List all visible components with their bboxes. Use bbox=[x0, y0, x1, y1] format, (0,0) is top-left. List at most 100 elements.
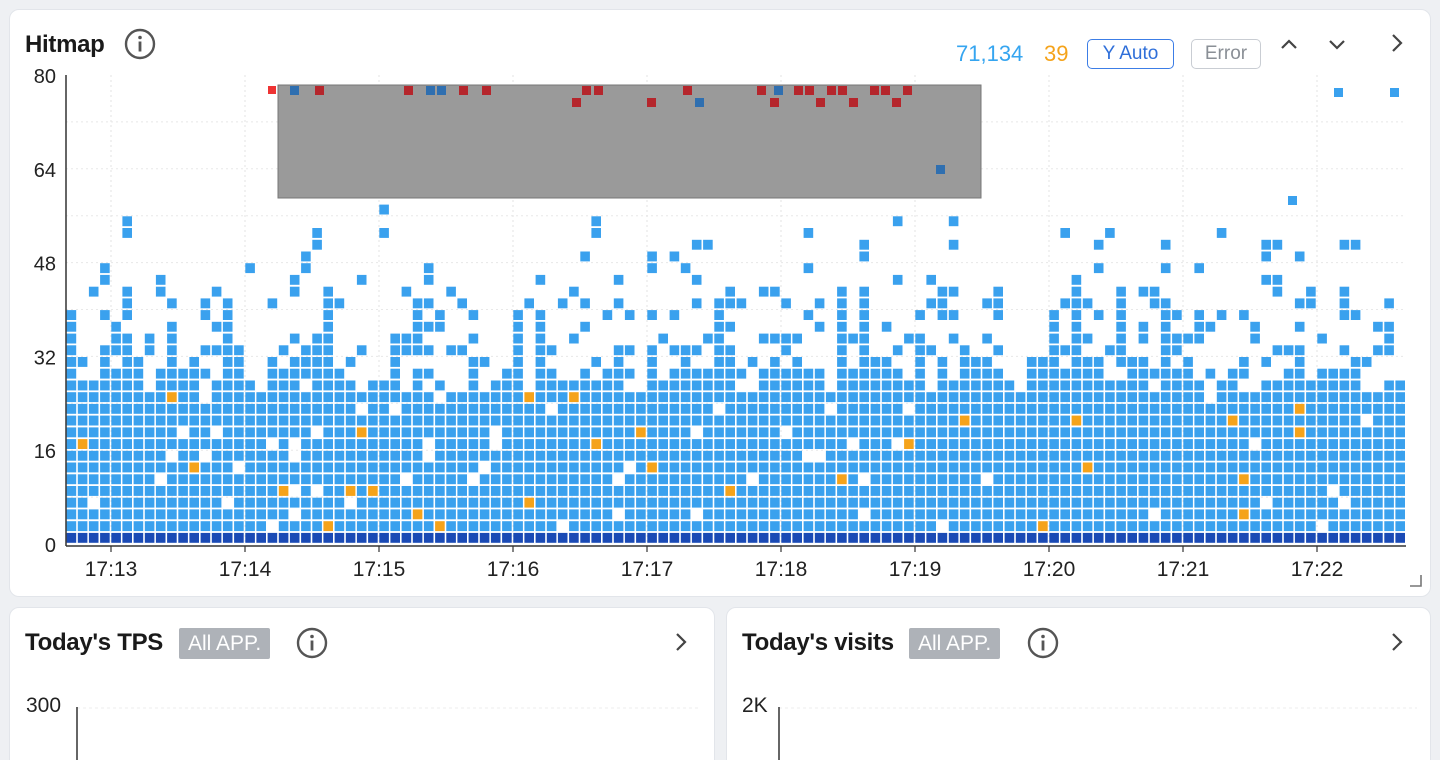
hit-cell bbox=[278, 392, 289, 403]
hit-cell bbox=[88, 532, 99, 543]
hit-cell bbox=[1194, 403, 1204, 414]
chevron-right-icon[interactable] bbox=[1386, 32, 1408, 54]
hit-cell bbox=[167, 474, 177, 485]
hit-cell bbox=[613, 462, 624, 473]
hit-cell bbox=[345, 486, 356, 496]
hit-cell bbox=[1015, 474, 1026, 485]
hit-cell bbox=[178, 486, 188, 496]
hit-cell bbox=[904, 474, 914, 485]
resize-handle-icon[interactable] bbox=[1408, 573, 1424, 589]
hit-cell bbox=[837, 380, 847, 391]
hit-cell bbox=[222, 462, 233, 473]
chevron-down-icon[interactable] bbox=[1326, 33, 1348, 55]
hit-cell bbox=[88, 486, 99, 496]
hit-cell bbox=[256, 403, 266, 414]
hit-cell bbox=[1317, 532, 1327, 543]
hit-cell bbox=[1350, 357, 1361, 367]
hit-cell bbox=[892, 274, 903, 285]
hit-cell bbox=[1350, 462, 1361, 473]
hit-cell bbox=[736, 415, 747, 426]
hit-cell bbox=[1283, 392, 1294, 403]
info-icon[interactable] bbox=[124, 28, 156, 60]
hit-cell bbox=[892, 462, 903, 473]
hit-cell bbox=[490, 474, 501, 485]
hit-cell bbox=[1038, 427, 1048, 438]
hit-cell bbox=[401, 415, 412, 426]
hit-cell bbox=[1350, 368, 1361, 379]
visits-app-badge[interactable]: All APP. bbox=[909, 628, 1001, 659]
hit-cell bbox=[66, 368, 77, 379]
hit-cell bbox=[848, 532, 858, 543]
hit-cell bbox=[122, 509, 132, 520]
hit-cell bbox=[1060, 439, 1070, 449]
hit-cell bbox=[1384, 345, 1394, 356]
hit-cell bbox=[926, 427, 936, 438]
hit-cell bbox=[468, 392, 479, 403]
hit-cell bbox=[490, 403, 501, 414]
hit-cell bbox=[1339, 450, 1350, 461]
hit-cell bbox=[1127, 474, 1137, 485]
hit-cell bbox=[222, 345, 233, 356]
hit-cell bbox=[680, 439, 691, 449]
hit-cell bbox=[546, 462, 557, 473]
hit-cell bbox=[479, 450, 490, 461]
hit-cell bbox=[245, 450, 255, 461]
hit-cell bbox=[1272, 427, 1283, 438]
hit-cell bbox=[211, 521, 222, 532]
chevron-right-icon[interactable] bbox=[1386, 631, 1408, 653]
hit-cell bbox=[345, 474, 356, 485]
hit-cell bbox=[234, 474, 244, 485]
x-tick-label: 17:14 bbox=[219, 558, 272, 581]
hit-cell bbox=[1060, 392, 1070, 403]
chevron-up-icon[interactable] bbox=[1278, 33, 1300, 55]
hit-cell bbox=[133, 380, 144, 391]
hit-cell bbox=[725, 368, 735, 379]
hit-cell bbox=[323, 532, 333, 543]
hit-cell bbox=[814, 415, 825, 426]
hit-cell bbox=[714, 427, 724, 438]
hit-cell bbox=[356, 439, 367, 449]
hit-cell bbox=[725, 321, 735, 332]
hit-cell bbox=[368, 415, 378, 426]
hit-cell bbox=[256, 462, 266, 473]
hit-cell bbox=[591, 462, 601, 473]
hit-cell bbox=[100, 392, 110, 403]
hit-cell bbox=[267, 392, 278, 403]
hit-cell bbox=[435, 497, 445, 508]
hit-cell bbox=[948, 509, 959, 520]
hit-cell bbox=[602, 509, 613, 520]
hit-cell bbox=[1283, 509, 1294, 520]
hit-cell bbox=[1127, 450, 1137, 461]
y-auto-button[interactable]: Y Auto bbox=[1087, 39, 1174, 69]
hit-cell bbox=[624, 345, 635, 356]
hit-cell bbox=[1015, 532, 1026, 543]
hit-cell bbox=[959, 497, 970, 508]
hit-cell bbox=[356, 274, 367, 285]
hit-cell bbox=[1105, 532, 1115, 543]
hit-cell bbox=[1082, 392, 1093, 403]
hit-cell bbox=[1093, 263, 1104, 274]
hit-cell bbox=[803, 486, 814, 496]
info-icon[interactable] bbox=[1027, 627, 1059, 659]
hit-cell bbox=[1183, 509, 1193, 520]
hit-cell bbox=[792, 450, 802, 461]
hit-cell bbox=[825, 439, 836, 449]
hit-cell bbox=[1306, 462, 1316, 473]
hit-cell bbox=[524, 497, 534, 508]
hit-cell bbox=[502, 450, 512, 461]
hit-cell bbox=[870, 474, 881, 485]
hit-cell bbox=[781, 415, 791, 426]
hit-cell bbox=[792, 333, 802, 344]
hit-cell bbox=[379, 228, 389, 238]
chevron-right-icon[interactable] bbox=[670, 631, 692, 653]
error-filter-button[interactable]: Error bbox=[1191, 39, 1261, 69]
hit-cell bbox=[401, 345, 412, 356]
hit-cell bbox=[1071, 427, 1082, 438]
info-icon[interactable] bbox=[296, 627, 328, 659]
hit-cell bbox=[200, 345, 211, 356]
hit-cell bbox=[803, 474, 814, 485]
tps-app-badge[interactable]: All APP. bbox=[179, 628, 271, 659]
hit-cell bbox=[446, 497, 456, 508]
hit-cell bbox=[1049, 333, 1059, 344]
